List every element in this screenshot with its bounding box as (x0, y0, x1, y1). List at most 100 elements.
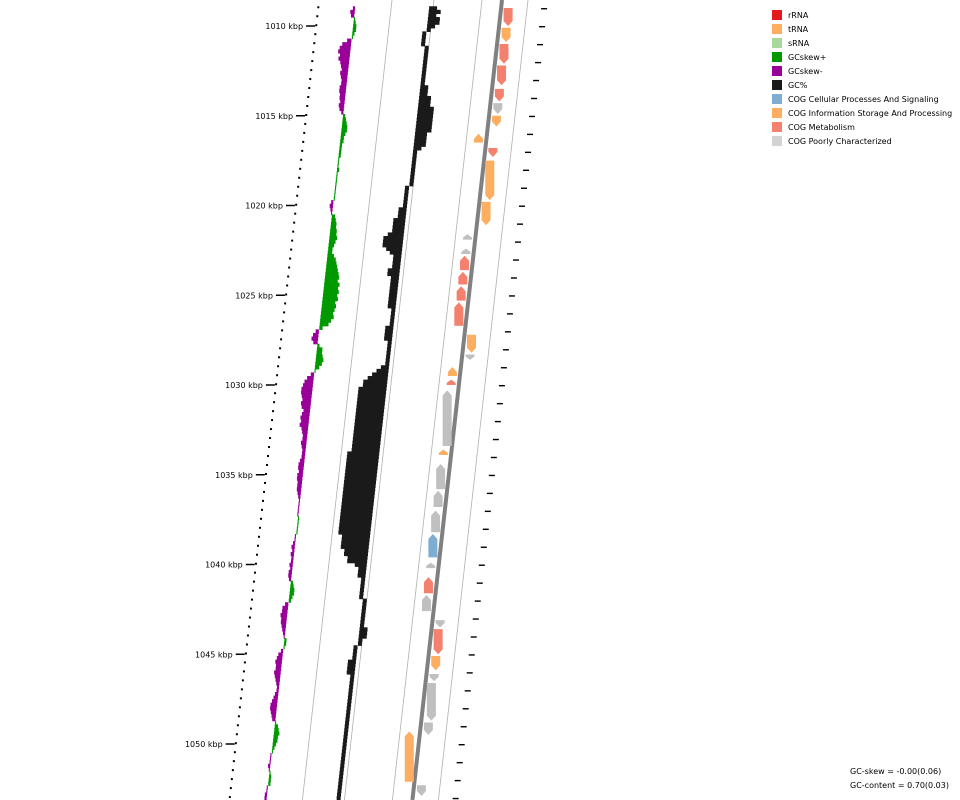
gc-skew-bar (352, 27, 356, 32)
gene-feature (442, 390, 452, 447)
ruler-minor-tick (290, 248, 293, 251)
gc-content-bar (390, 282, 399, 287)
ruler-minor-tick (251, 589, 254, 592)
gc-skew-bar (313, 332, 319, 338)
gc-content-bar (344, 472, 377, 478)
gc-content-bar (354, 419, 383, 424)
gc-content-bar (339, 523, 372, 528)
ruler-label: 1035 kbp (215, 471, 253, 480)
gc-skew-bar (334, 185, 337, 190)
gc-skew-bar (325, 268, 338, 273)
gc-content-bar (359, 587, 364, 593)
legend-label: tRNA (788, 24, 809, 34)
outer-tick (506, 313, 513, 315)
ruler-label: 1045 kbp (195, 650, 233, 659)
outer-tick (456, 761, 463, 764)
gc-skew-bar (301, 404, 311, 409)
gc-content-bar (410, 174, 415, 180)
gc-skew-bar (343, 113, 346, 119)
gc-content-bar (354, 422, 383, 427)
gc-skew-bar (331, 214, 336, 219)
gc-skew-bar (340, 74, 348, 79)
gc-skew-bar (320, 314, 334, 320)
ruler-minor-tick (249, 607, 252, 610)
gc-content-bar (389, 289, 398, 295)
gc-skew-bar (271, 699, 278, 704)
ruler-minor-tick (247, 625, 250, 628)
gc-content-bar (359, 623, 364, 628)
gc-content-bar (427, 17, 440, 22)
gc-content-bar (382, 243, 403, 248)
gc-skew-bar (269, 760, 271, 765)
gc-content-bar (351, 447, 380, 453)
ruler-minor-tick (301, 149, 304, 152)
ruler-minor-tick (266, 463, 269, 466)
legend-label: COG Metabolism (788, 122, 855, 132)
gene-feature (491, 115, 501, 127)
gc-skew-bar (327, 253, 334, 259)
gc-skew-bar (292, 541, 296, 546)
gc-content-bar (355, 415, 384, 420)
gc-skew-bar (283, 645, 285, 650)
gc-content-bar (397, 214, 406, 219)
gc-skew-bar (315, 329, 319, 334)
gc-content-bar (387, 304, 396, 309)
gc-content-bar (347, 559, 368, 564)
outer-tick (537, 43, 544, 46)
gc-content-bar (429, 6, 438, 11)
gc-content-bar (390, 318, 395, 323)
gc-skew-bar (297, 472, 303, 478)
gc-content-bar (354, 562, 367, 567)
gc-content-bar (341, 501, 374, 506)
gc-content-bar (358, 638, 363, 643)
outer-tick (516, 223, 523, 225)
gc-content-bar (411, 160, 416, 165)
outer-tick (523, 169, 530, 171)
gc-content-bar (341, 505, 374, 510)
gc-skew-bar (353, 24, 357, 29)
gc-content-bar (358, 386, 387, 391)
gc-skew-bar (264, 796, 267, 800)
gc-skew-bar (341, 81, 347, 86)
gc-skew-bar (329, 236, 338, 241)
ruler-minor-tick (272, 410, 275, 413)
gc-skew-bar (315, 361, 322, 366)
gc-skew-bar (340, 63, 349, 68)
gc-content-bar (415, 128, 432, 133)
gc-skew-bar (342, 117, 346, 122)
gc-skew-bar (329, 232, 337, 237)
gc-content-bar (428, 13, 437, 18)
gc-skew-bar (297, 480, 303, 485)
gc-skew-bar (341, 131, 346, 137)
legend-label: GCskew+ (788, 52, 827, 62)
gc-skew-bar (275, 666, 282, 672)
gc-content-bar (338, 778, 343, 783)
gc-content-bar (387, 232, 404, 237)
gc-content-bar (398, 207, 407, 212)
position-ruler: 1010 kbp 1015 kbp 1020 kbp 1025 kbp 1030 kbp… (185, 6, 548, 800)
ruler-minor-tick (235, 733, 238, 736)
gene-feature (461, 248, 471, 254)
ruler-minor-tick (267, 455, 270, 458)
ruler-minor-tick (275, 383, 278, 386)
gc-skew-bar (340, 60, 350, 65)
gc-skew-bar (334, 192, 336, 198)
gc-skew-bar (328, 239, 336, 244)
outer-tick (472, 618, 479, 620)
ruler-minor-tick (263, 490, 266, 493)
gc-skew-bar (322, 297, 338, 302)
gc-skew-bar (339, 96, 346, 101)
gc-skew-bar (302, 429, 308, 435)
gc-skew-bar (290, 551, 294, 557)
gc-content-stat: GC-content = 0.70(0.03) (850, 781, 949, 790)
ruler-minor-tick (295, 203, 298, 206)
ruler-minor-tick (306, 104, 309, 107)
ruler-minor-tick (256, 544, 259, 547)
gc-skew-bar (282, 609, 288, 614)
outer-tick (462, 708, 469, 710)
gc-content-bar (340, 763, 345, 768)
gc-content-bar (387, 268, 400, 273)
gc-skew-bar (340, 70, 348, 76)
gc-skew-bar (307, 376, 314, 381)
ruler-minor-tick (298, 176, 301, 179)
